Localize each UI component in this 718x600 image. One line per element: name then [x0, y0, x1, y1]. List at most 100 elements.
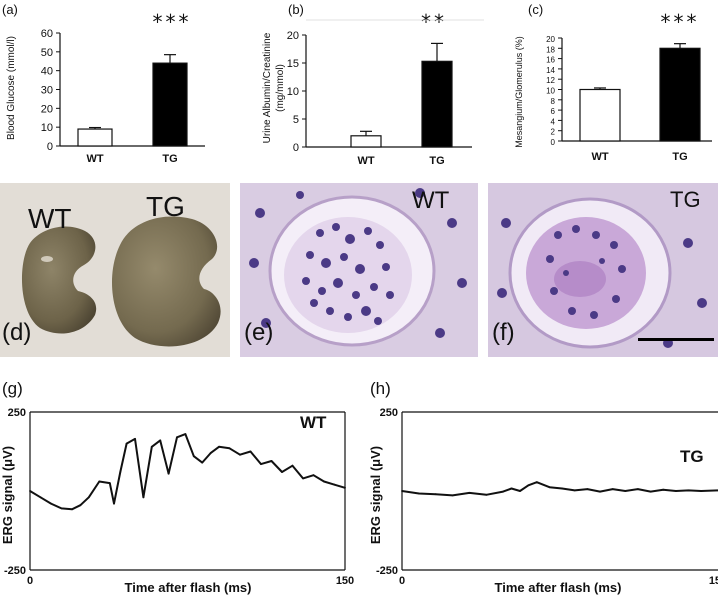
chart-h-trace-point-22	[687, 489, 690, 492]
chart-g-ytick-label-1: 250	[8, 407, 26, 419]
chart-h-trace-point-10	[535, 481, 538, 484]
chart-c-bar-wt	[579, 88, 621, 142]
chart-h-trace-point-16	[611, 488, 614, 490]
chart-g-trace-point-33	[333, 483, 336, 486]
chart-h-trace-point-11	[548, 486, 551, 489]
chart-g-trace-point-30	[302, 477, 304, 480]
chart-h-trace-point-12	[561, 487, 563, 490]
chart-g-trace-point-10	[119, 471, 122, 473]
chart-g-trace-point-28	[281, 471, 283, 473]
kidney-wt	[21, 226, 97, 334]
chart-g-trace-point-20	[201, 461, 204, 464]
chart-b: (b) Urine Albumin/Creatinine (mg/mmol) *…	[262, 2, 484, 167]
chart-h-xtick-label-0: 0	[399, 575, 405, 587]
chart-a-bar-wt	[77, 128, 113, 147]
chart-g-erg-trace	[29, 433, 346, 511]
chart-c-ytick-label-8: 16	[546, 56, 555, 65]
chart-c-significance: ***	[661, 10, 700, 34]
chart-c-ytick-label-6: 12	[546, 76, 555, 85]
chart-h-trace-point-5	[485, 493, 488, 496]
chart-h-trace-point-20	[662, 488, 665, 491]
chart-g-trace-point-34	[344, 486, 346, 489]
chart-b-ytick-label-0: 0	[293, 142, 299, 154]
chart-c-cat-tg: TG	[672, 151, 687, 163]
chart-h-trace-point-23	[700, 490, 702, 492]
chart-a-ytick-label-1: 10	[41, 122, 53, 134]
chart-c-cat-wt: WT	[591, 151, 608, 163]
chart-c-bar-tg	[659, 47, 701, 142]
chart-a-ytick-label-2: 20	[41, 103, 53, 115]
photo-e-panel-letter: (e)	[244, 319, 274, 346]
chart-c-ytick-label-9: 18	[546, 45, 555, 54]
chart-h-ytick-label-1: 250	[380, 407, 398, 419]
chart-g-trace-point-31	[312, 474, 315, 477]
chart-g-trace-point-5	[79, 504, 82, 507]
chart-c-ytick-label-3: 6	[551, 107, 556, 116]
chart-h-ylabel: ERG signal (μV)	[368, 446, 383, 544]
histology-wt-photo: WT (e)	[240, 183, 478, 357]
panel-letter-c: (c)	[528, 2, 543, 17]
chart-a-marks	[77, 54, 188, 147]
chart-c-ytick-label-10: 20	[546, 35, 555, 44]
photo-d-label-wt: WT	[28, 203, 72, 234]
chart-g-trace-point-16	[167, 472, 170, 475]
chart-a-ytick-label-5: 50	[41, 47, 53, 59]
chart-g-trace-point-15	[159, 439, 162, 442]
chart-c-ytick-label-7: 14	[546, 66, 555, 75]
chart-g-trace-point-14	[150, 445, 153, 448]
chart-g-trace-point-32	[323, 480, 325, 483]
chart-b-ylabel-line2: (mg/mmol)	[275, 64, 286, 112]
photo-e-label: WT	[412, 187, 450, 214]
chart-a-ylabel: Blood Glucose (mmol/l)	[6, 36, 17, 140]
chart-g-xlabel: Time after flash (ms)	[125, 580, 252, 595]
chart-a: (a) Blood Glucose (mmol/l) *** 0 10 20 30 40…	[2, 2, 205, 165]
chart-h-trace-point-14	[586, 488, 589, 490]
chart-g-trace-point-22	[218, 445, 220, 448]
chart-b-ytick-label-4: 20	[287, 30, 299, 42]
chart-h-erg-trace	[401, 481, 718, 497]
chart-h-series-label: TG	[680, 447, 704, 466]
chart-g-trace-point-8	[108, 482, 111, 484]
chart-b-marks	[350, 42, 453, 148]
chart-g: (g) WT ERG signal (μV) Time after flash …	[0, 379, 354, 595]
chart-h-trace-point-18	[637, 488, 639, 490]
chart-h-marks	[401, 481, 718, 497]
chart-h: (h) TG ERG signal (μV) Time after flash …	[368, 379, 718, 595]
chart-g-trace-point-0	[29, 490, 31, 492]
chart-h-trace-point-15	[599, 490, 601, 493]
chart-c-ytick-label-5: 10	[546, 87, 555, 96]
chart-g-trace-point-26	[260, 463, 262, 465]
chart-b-ytick-label-1: 5	[293, 114, 299, 126]
chart-g-trace-point-17	[176, 436, 178, 439]
chart-g-trace-point-11	[125, 442, 128, 445]
chart-h-trace-point-4	[468, 492, 471, 494]
chart-h-trace-point-19	[649, 490, 652, 493]
chart-a-cat-tg: TG	[162, 153, 177, 165]
chart-g-trace-point-24	[239, 453, 241, 456]
histology-tg-photo: TG (f)	[488, 183, 718, 357]
chart-h-trace-point-6	[502, 490, 504, 493]
chart-h-trace-point-9	[527, 484, 530, 487]
kidney-photo: WT TG (d)	[0, 183, 230, 357]
chart-c-marks	[579, 43, 701, 142]
chart-h-trace-point-0	[401, 490, 403, 492]
chart-h-trace-point-13	[573, 489, 576, 492]
chart-b-ylabel-line1: Urine Albumin/Creatinine	[262, 32, 273, 143]
chart-b-cat-wt: WT	[357, 155, 374, 167]
chart-g-series-label: WT	[300, 413, 327, 432]
chart-g-xtick-label-0: 0	[27, 575, 33, 587]
chart-g-trace-point-13	[142, 496, 145, 499]
chart-c: (c) Mesangium/Glomerulus (%) *** 02 46810…	[514, 2, 712, 163]
chart-g-trace-point-2	[50, 502, 52, 505]
panel-letter-g: (g)	[2, 379, 23, 398]
chart-b-significance: **	[421, 10, 447, 34]
chart-a-cat-wt: WT	[86, 153, 103, 165]
panel-letter-a: (a)	[2, 2, 18, 17]
scale-bar	[638, 338, 714, 341]
chart-h-trace-point-21	[675, 490, 677, 492]
chart-a-bar-tg	[152, 62, 188, 147]
photo-d-panel-letter: (d)	[2, 319, 32, 346]
chart-g-ylabel: ERG signal (μV)	[0, 446, 15, 544]
chart-c-ytick-label-4: 8	[551, 97, 556, 106]
chart-g-trace-point-3	[60, 507, 63, 510]
